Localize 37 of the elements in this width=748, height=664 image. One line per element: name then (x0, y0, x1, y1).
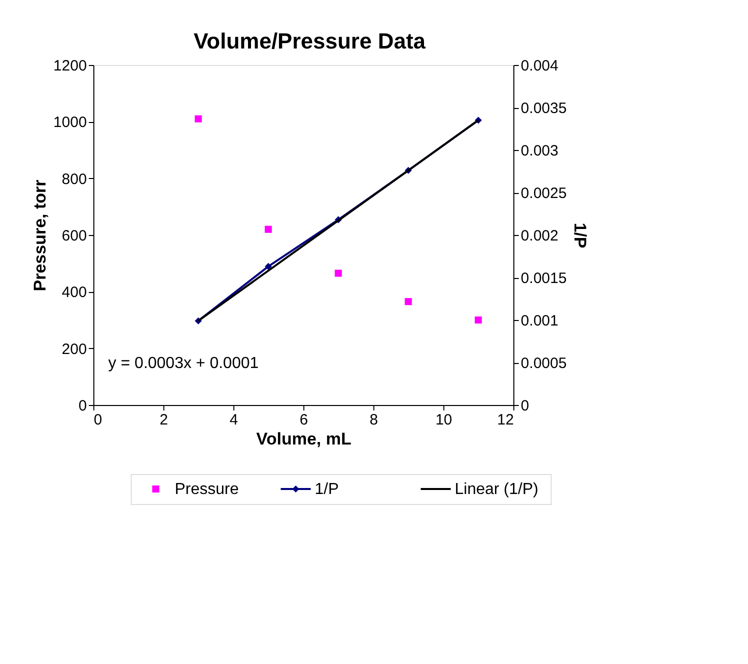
x-tick-label: 0 (94, 412, 102, 428)
y2-tick-label: 0.0005 (520, 355, 567, 372)
point (194, 115, 202, 122)
y2-tick-label: 0 (520, 398, 530, 414)
point (264, 262, 272, 270)
y-tick-label: 200 (62, 340, 87, 358)
point (264, 226, 272, 233)
y-tick-label: 1000 (53, 114, 87, 132)
x-tick-label: 8 (370, 412, 378, 428)
y2-axis-title: 1/P (570, 222, 590, 248)
x-tick-label: 4 (230, 412, 238, 428)
x-tick-label: 2 (160, 412, 168, 428)
legend-label: 1/P (314, 481, 339, 498)
y-axis-title: Pressure, torr (30, 179, 50, 292)
point (474, 316, 482, 324)
y-tick-label: 0 (78, 398, 87, 414)
legend-label: Linear (1/P) (454, 481, 538, 498)
x-tick-label: 6 (300, 412, 308, 428)
x-tick-label: 12 (497, 412, 514, 428)
x-axis-title: Volume, mL (256, 430, 352, 448)
y-tick-label: 1200 (53, 58, 87, 74)
y2-tick-label: 0.003 (520, 142, 558, 160)
y2-tick-label: 0.0015 (520, 270, 567, 287)
y2-tick-label: 0.002 (520, 228, 558, 244)
y-tick-label: 400 (62, 284, 87, 302)
y2-tick-label: 0.0025 (520, 185, 567, 202)
y-tick-label: 800 (62, 170, 87, 188)
y-tick-label: 600 (62, 228, 87, 244)
point (334, 270, 342, 277)
x-tick-label: 10 (435, 412, 452, 428)
y2-tick-label: 0.0035 (520, 100, 567, 117)
chart-title: Volume/Pressure Data (194, 28, 426, 54)
point (404, 298, 412, 306)
y2-tick-label: 0.004 (520, 58, 558, 74)
annotation: y = 0.0003x + 0.0001 (108, 355, 259, 372)
legend-label: Pressure (174, 481, 239, 498)
y2-tick-label: 0.001 (520, 312, 558, 330)
